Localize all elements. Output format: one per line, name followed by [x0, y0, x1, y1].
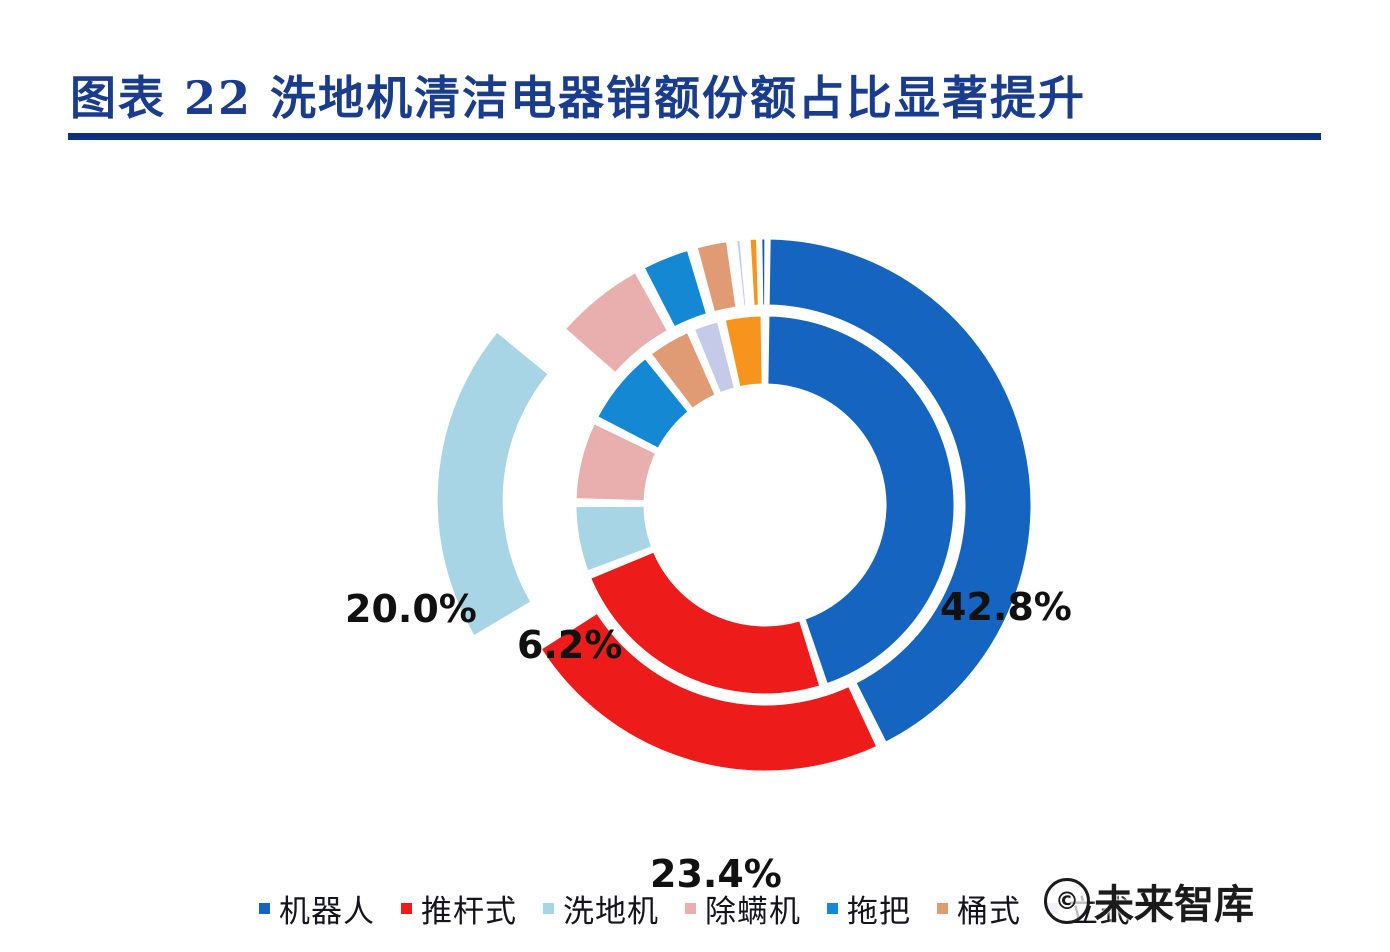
doughnut-slice[interactable]	[765, 313, 957, 687]
legend-swatch-icon	[259, 902, 270, 914]
legend-item[interactable]: 推杆式	[401, 886, 517, 931]
doughnut-slice[interactable]	[691, 318, 738, 396]
outer-ring-series	[434, 236, 1034, 774]
legend-item[interactable]: 洗地机	[543, 886, 659, 931]
doughnut-chart: 42.8% 23.4% 20.0% 6.2%	[0, 150, 1390, 896]
doughnut-slice[interactable]	[766, 236, 1034, 746]
inner-ring-series	[573, 313, 957, 697]
doughnut-slice[interactable]	[562, 269, 671, 376]
doughnut-slice[interactable]	[641, 247, 710, 330]
legend-swatch-icon	[1047, 902, 1058, 914]
legend-swatch-icon	[685, 902, 696, 914]
doughnut-slice[interactable]	[722, 313, 765, 390]
doughnut-slice[interactable]	[747, 236, 761, 308]
title-underline-divider	[68, 133, 1321, 140]
legend-item-label: 洗地机	[563, 893, 659, 930]
legend-item[interactable]: 拖把	[827, 886, 911, 931]
legend-item-label: 拖把	[847, 893, 911, 930]
doughnut-slice[interactable]	[537, 610, 880, 774]
figure-header: 图表 22 洗地机清洁电器销额份额占比显著提升	[0, 0, 1390, 150]
doughnut-slice[interactable]	[694, 238, 739, 315]
doughnut-slice[interactable]	[573, 420, 659, 504]
legend-swatch-icon	[543, 902, 554, 914]
doughnut-slice[interactable]	[594, 355, 692, 452]
legend-swatch-icon	[827, 902, 838, 914]
legend-item[interactable]: 桶式	[937, 886, 1021, 931]
legend-item-label: 机器人	[279, 893, 375, 930]
slice-label-robot: 42.8%	[940, 585, 1072, 629]
legend-swatch-icon	[401, 902, 412, 914]
legend-item[interactable]: 机器人	[259, 886, 375, 931]
legend-item[interactable]: 除螨机	[685, 886, 801, 931]
legend-item-label: 除螨机	[705, 893, 801, 930]
legend-item[interactable]: 立式	[1047, 886, 1131, 931]
chart-legend: 机器人 推杆式 洗地机 除螨机 拖把 桶式 立式	[0, 878, 1390, 938]
doughnut-slice[interactable]	[587, 548, 823, 697]
doughnut-slice[interactable]	[734, 237, 749, 309]
legend-item-label: 桶式	[957, 893, 1021, 930]
doughnut-slice[interactable]	[434, 328, 552, 640]
doughnut-slice[interactable]	[647, 329, 719, 412]
legend-item-label: 推杆式	[421, 893, 517, 930]
legend-swatch-icon	[937, 902, 948, 914]
page-title: 图表 22 洗地机清洁电器销额份额占比显著提升	[70, 71, 1087, 125]
slice-label-push-rod: 23.4%	[650, 852, 782, 896]
doughnut-chart-svg	[434, 236, 1034, 774]
doughnut-slice[interactable]	[759, 236, 768, 308]
doughnut-slice[interactable]	[573, 503, 655, 575]
legend-item-label: 立式	[1067, 893, 1131, 930]
slice-label-floor-washer-outer: 20.0%	[345, 587, 477, 631]
slice-label-floor-washer-inner: 6.2%	[517, 623, 623, 667]
